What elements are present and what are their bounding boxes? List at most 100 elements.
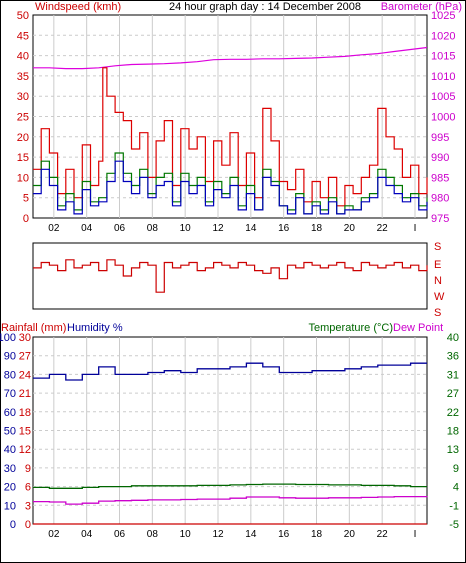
rainfall-axis-label: Rainfall (mm) bbox=[1, 322, 66, 334]
direction-tick-label: S bbox=[434, 307, 441, 319]
wind-series bbox=[33, 46, 428, 215]
barometer-tick-label: 1015 bbox=[431, 51, 455, 63]
humidity-tick-label: 0 bbox=[10, 519, 16, 531]
baro-right-ticks: 975 980 985 990 995 1000 1005 1010 1015 1020 1025 bbox=[431, 10, 455, 225]
barometer-tick-label: 1020 bbox=[431, 30, 455, 42]
humidity-tick-label: 40 bbox=[4, 444, 16, 456]
humidity-tick-label: 50 bbox=[4, 426, 16, 438]
wind-x-tick-label: 06 bbox=[114, 223, 126, 234]
temp-x-ticks: 02 04 06 08 10 12 14 16 18 20 22 I bbox=[48, 529, 416, 540]
rainfall-tick-label: 9 bbox=[25, 463, 31, 475]
wind-x-tick-label: 18 bbox=[311, 223, 323, 234]
wind-x-tick-label: 22 bbox=[377, 223, 389, 234]
temperature-tick-label: -1 bbox=[449, 500, 459, 512]
barometer-series-line bbox=[33, 46, 428, 70]
dewpoint-axis-label: Dew Point bbox=[393, 322, 443, 334]
temp-series-line bbox=[33, 483, 427, 489]
humidity-tick-label: 20 bbox=[4, 482, 16, 494]
temp-series bbox=[33, 362, 428, 525]
wind-series-line bbox=[33, 160, 428, 215]
barometer-tick-label: 1000 bbox=[431, 112, 455, 124]
windspeed-tick-label: 50 bbox=[17, 10, 29, 22]
temp-x-tick-label: 08 bbox=[147, 529, 159, 540]
direction-tick-label: S bbox=[434, 241, 441, 253]
humidity-tick-label: 80 bbox=[4, 369, 16, 381]
wind-series-line bbox=[33, 152, 428, 215]
wind-x-tick-label: 20 bbox=[344, 223, 356, 234]
temp-x-tick-label: 10 bbox=[180, 529, 192, 540]
wind-x-tick-label: 08 bbox=[147, 223, 159, 234]
temperature-tick-label: 31 bbox=[447, 369, 459, 381]
windspeed-tick-label: 5 bbox=[23, 193, 29, 205]
temp-plot-border bbox=[32, 336, 428, 525]
wind-x-tick-label: 14 bbox=[245, 223, 257, 234]
temp-grid bbox=[33, 337, 427, 524]
temp-x-tick-label: 02 bbox=[48, 529, 60, 540]
rainfall-tick-label: 18 bbox=[19, 407, 31, 419]
temperature-right-ticks: -5 -1 4 9 13 18 22 27 31 36 40 bbox=[447, 332, 459, 531]
wind-series-line bbox=[33, 67, 428, 207]
rainfall-tick-label: 21 bbox=[19, 388, 31, 400]
barometer-tick-label: 1025 bbox=[431, 10, 455, 22]
barometer-tick-label: 1005 bbox=[431, 91, 455, 103]
temp-x-tick-label: 12 bbox=[212, 529, 224, 540]
direction-tick-label: E bbox=[434, 259, 441, 271]
temp-x-tick-label: 06 bbox=[114, 529, 126, 540]
humidity-tick-label: 10 bbox=[4, 500, 16, 512]
temperature-tick-label: 27 bbox=[447, 388, 459, 400]
temperature-tick-label: 18 bbox=[447, 426, 459, 438]
windspeed-tick-label: 25 bbox=[17, 112, 29, 124]
temperature-tick-label: 4 bbox=[453, 482, 459, 494]
temperature-tick-label: 9 bbox=[453, 463, 459, 475]
rainfall-tick-label: 12 bbox=[19, 444, 31, 456]
direction-tick-label: N bbox=[434, 275, 442, 287]
temp-x-tick-label: 18 bbox=[311, 529, 323, 540]
windspeed-axis-label: Windspeed (kmh) bbox=[35, 1, 121, 13]
wind-x-tick-label: I bbox=[414, 223, 417, 234]
humidity-tick-label: 30 bbox=[4, 463, 16, 475]
barometer-tick-label: 1010 bbox=[431, 71, 455, 83]
barometer-tick-label: 995 bbox=[431, 132, 449, 144]
wind-x-tick-label: 02 bbox=[48, 223, 60, 234]
wind-left-ticks: 0 5 10 15 20 25 30 35 40 45 50 bbox=[17, 10, 29, 225]
chart-title: 24 hour graph day : 14 December 2008 bbox=[169, 1, 361, 13]
humidity-tick-label: 70 bbox=[4, 388, 16, 400]
windspeed-tick-label: 15 bbox=[17, 152, 29, 164]
wind-x-tick-label: 10 bbox=[180, 223, 192, 234]
temperature-tick-label: 22 bbox=[447, 407, 459, 419]
temp-series-line bbox=[33, 362, 427, 381]
temperature-tick-label: 40 bbox=[447, 332, 459, 344]
barometer-axis-label: Barometer (hPa) bbox=[381, 1, 462, 13]
rainfall-tick-label: 24 bbox=[19, 369, 31, 381]
windspeed-tick-label: 35 bbox=[17, 71, 29, 83]
temperature-axis-label: Temperature (°C) bbox=[309, 322, 393, 334]
direction-plot-border bbox=[32, 242, 428, 310]
temperature-tick-label: -5 bbox=[449, 519, 459, 531]
humidity-tick-label: 60 bbox=[4, 407, 16, 419]
wind-x-ticks: 02 04 06 08 10 12 14 16 18 20 22 I bbox=[48, 223, 416, 234]
humidity-left-ticks: 0 10 20 30 40 50 60 70 80 90 100 bbox=[0, 332, 16, 531]
barometer-tick-label: 985 bbox=[431, 172, 449, 184]
rainfall-tick-label: 6 bbox=[25, 482, 31, 494]
temp-x-tick-label: 14 bbox=[245, 529, 257, 540]
windspeed-tick-label: 30 bbox=[17, 91, 29, 103]
windspeed-tick-label: 40 bbox=[17, 51, 29, 63]
temp-x-tick-label: 22 bbox=[377, 529, 389, 540]
barometer-tick-label: 990 bbox=[431, 152, 449, 164]
barometer-tick-label: 975 bbox=[431, 213, 449, 225]
rainfall-tick-label: 0 bbox=[25, 519, 31, 531]
rainfall-tick-label: 30 bbox=[19, 332, 31, 344]
temp-x-tick-label: 04 bbox=[81, 529, 93, 540]
windspeed-tick-label: 0 bbox=[23, 213, 29, 225]
rainfall-tick-label: 15 bbox=[19, 426, 31, 438]
wind-x-tick-label: 12 bbox=[212, 223, 224, 234]
rainfall-tick-label: 27 bbox=[19, 351, 31, 363]
temperature-tick-label: 36 bbox=[447, 351, 459, 363]
temp-x-tick-label: 16 bbox=[278, 529, 290, 540]
wind-x-tick-label: 04 bbox=[81, 223, 93, 234]
